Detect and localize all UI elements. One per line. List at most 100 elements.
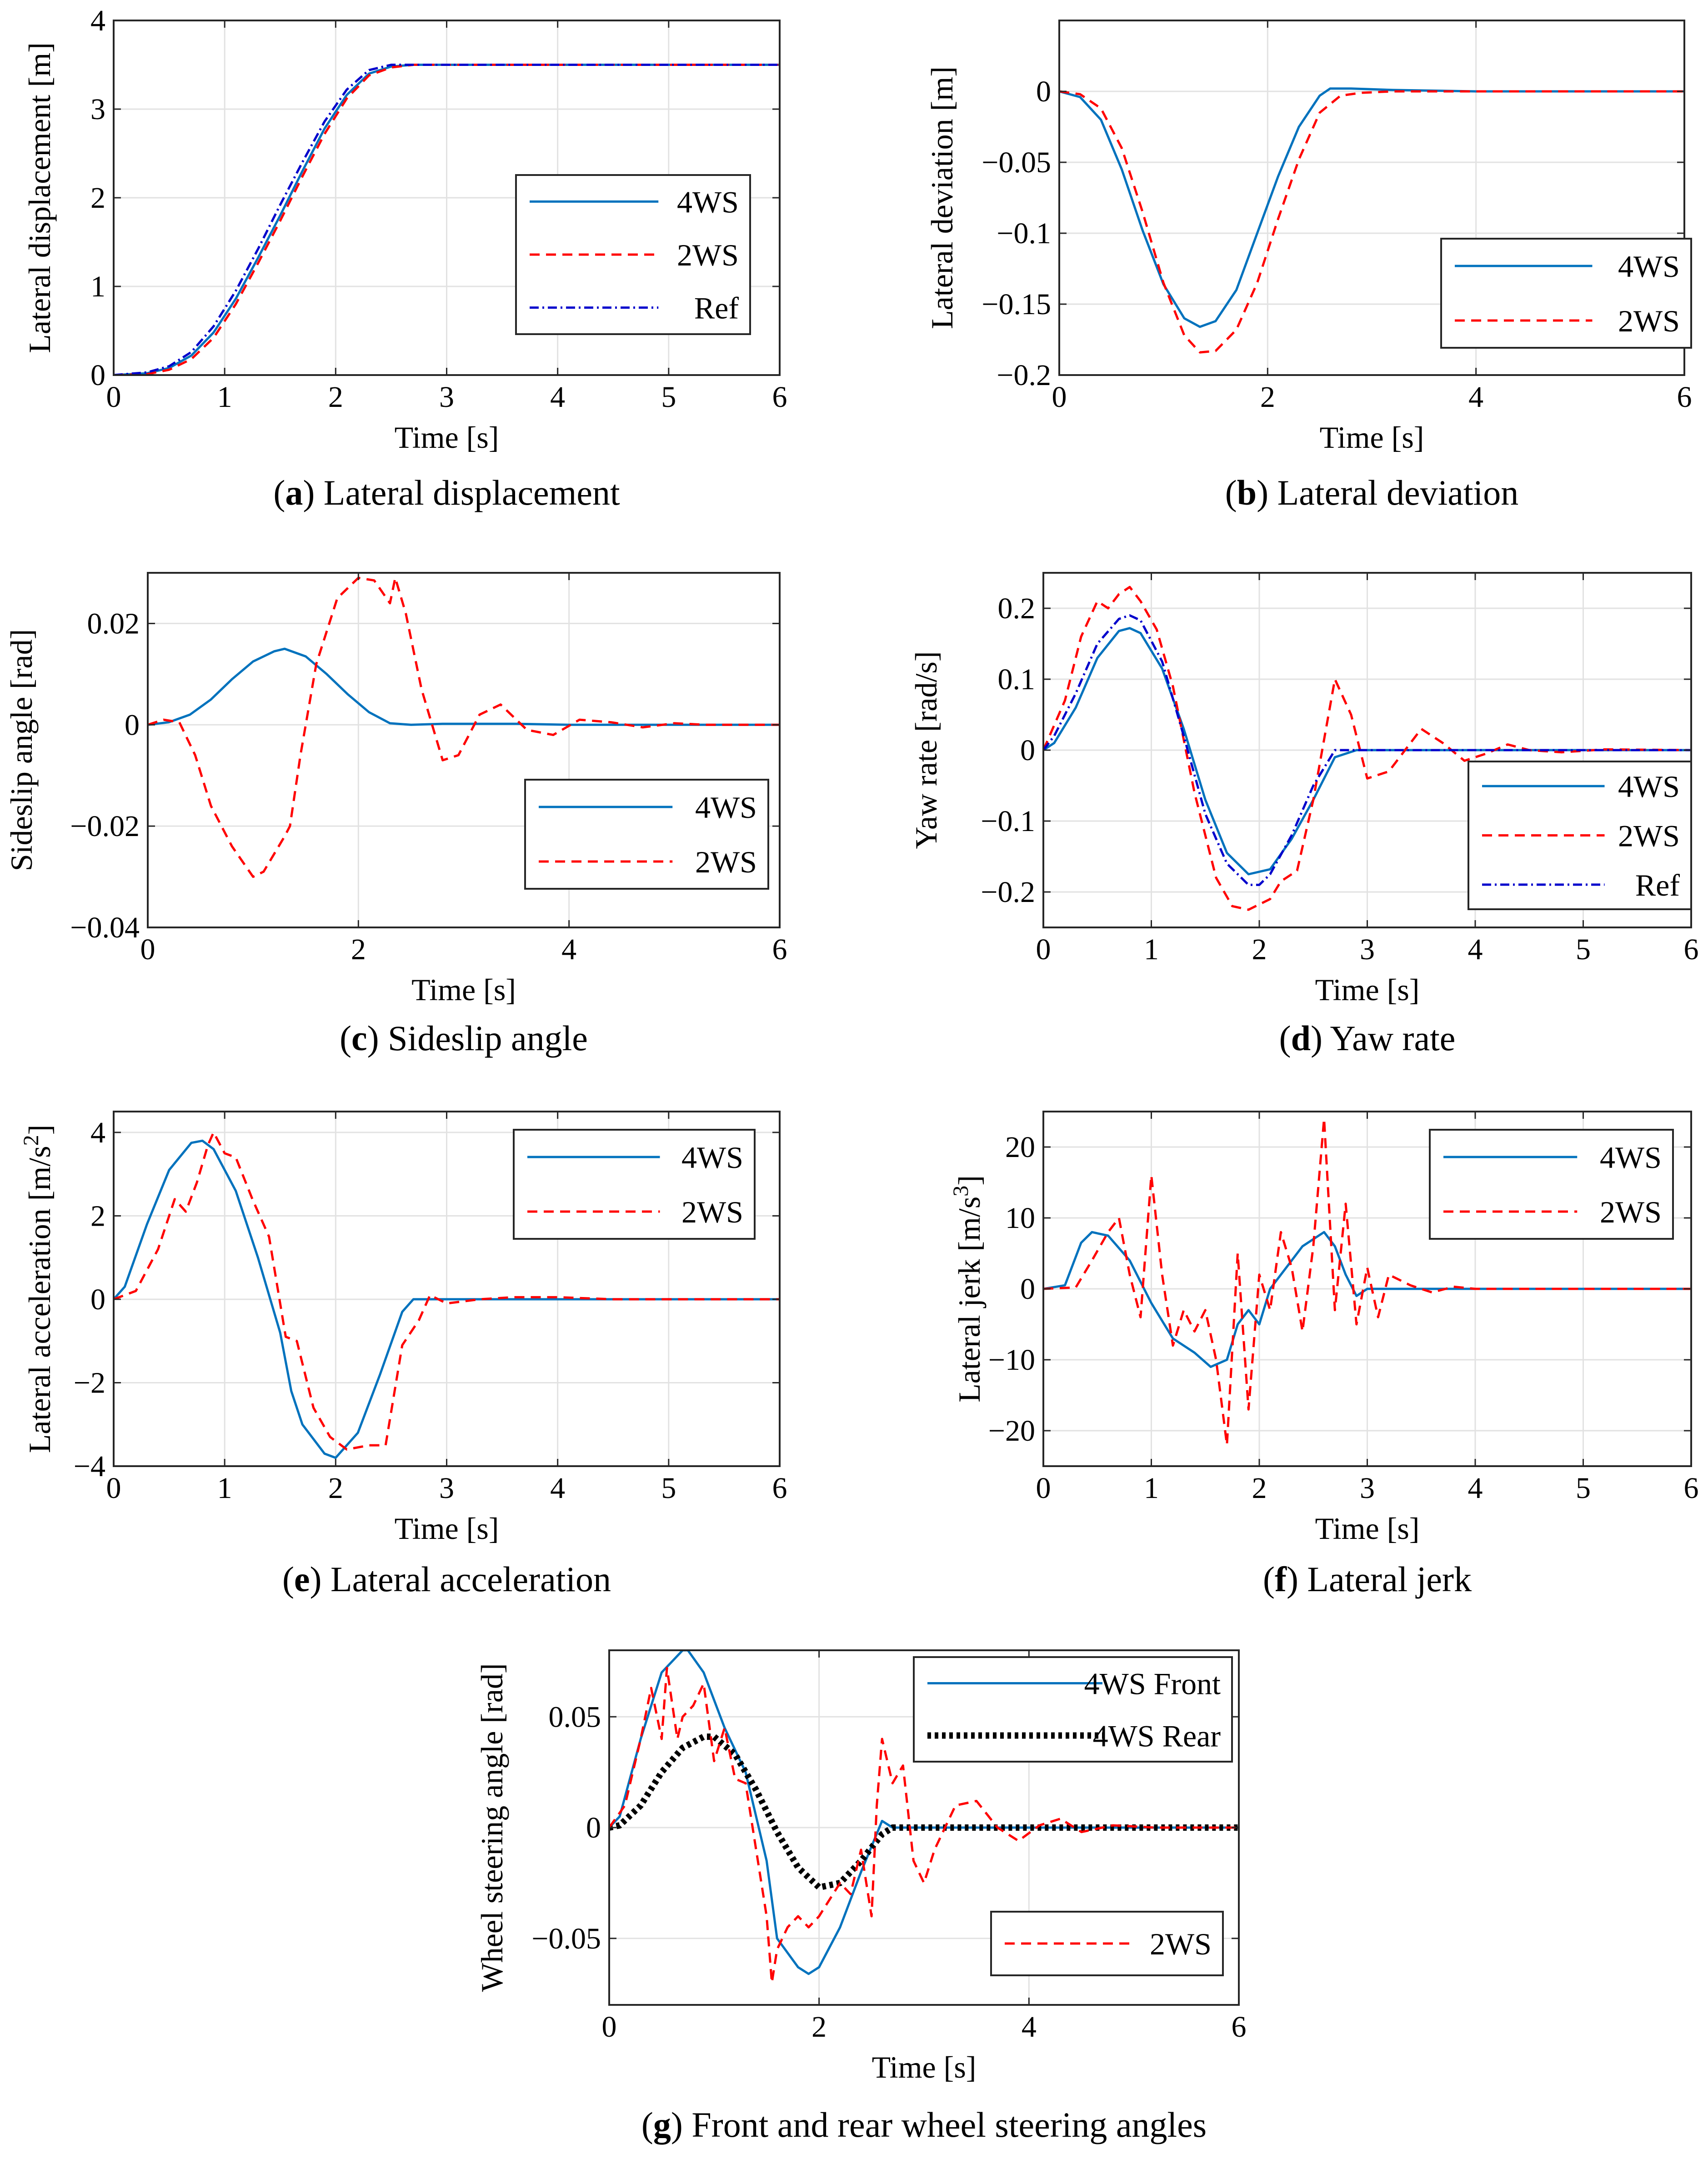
y-tick-label: −0.04 [70,911,140,944]
x-tick-label: 2 [328,381,343,414]
x-tick-label: 6 [1684,933,1699,966]
legend-label: 4WS [1618,769,1680,804]
y-axis-label: Sideslip angle [rad] [4,629,39,872]
x-tick-label: 0 [140,933,155,966]
series-line-4ws [114,1139,780,1459]
x-tick-label: 1 [217,381,232,414]
series-line-ref [1043,614,1691,886]
x-tick-label: 6 [1677,381,1692,414]
series-line-4ws [1043,1231,1691,1368]
x-axis-label: Time [s] [395,1511,499,1546]
y-tick-label: 0.05 [549,1700,601,1733]
y-axis-label-sup: 2 [19,1135,43,1146]
x-tick-label: 0 [1036,1472,1051,1505]
y-tick-label: 2 [90,181,105,215]
x-tick-label: 5 [1576,933,1591,966]
legend-box [513,1129,756,1240]
y-axis-label: Lateral deviation [m] [925,66,959,329]
x-tick-label: 4 [550,381,565,414]
series-line-2ws [1043,1117,1691,1446]
legend-box [524,779,769,890]
y-tick-label: −0.1 [997,217,1051,250]
legend-label: Ref [1635,868,1680,902]
legend: 4WS Front 4WS Rear [913,1656,1233,1763]
caption-text: ) Sideslip angle [367,1018,588,1058]
x-tick-label: 2 [328,1472,343,1505]
caption-letter: a [285,473,303,512]
x-tick-label: 6 [772,933,787,966]
axes-frame [1058,20,1685,376]
caption-text: ) Front and rear wheel steering angles [671,2105,1207,2144]
y-tick-label: 4 [90,4,105,37]
caption-text: ) Lateral jerk [1287,1559,1472,1599]
x-tick-label: 6 [772,381,787,414]
y-axis-label: Yaw rate [rad/s] [909,651,943,849]
legend-label: Ref [694,291,739,326]
series-line-4ws-front [609,1650,1239,1975]
caption-paren: ( [1279,1018,1291,1058]
caption: (f) Lateral jerk [1263,1559,1472,1599]
x-tick-label: 6 [772,1472,787,1505]
y-axis-label-end: ] [952,1175,987,1186]
series-line-ref [114,64,780,375]
y-tick-label: 0 [586,1811,601,1844]
legend: 4WS 2WS [1440,238,1692,349]
legend-label: 2WS [681,1195,743,1229]
x-axis-label: Time [s] [395,420,499,455]
y-axis-label: Lateral acceleration [m/s2] [19,1125,57,1453]
y-tick-label: 0.2 [998,592,1036,625]
legend-box [1429,1129,1674,1240]
y-tick-label: 0 [1036,75,1051,108]
y-axis-label: Lateral displacement [m] [22,42,57,353]
chart-b: 0 2 4 6 −0.2 −0.15 −0.1 −0.05 0 Time [s] Lateral d… [925,20,1692,512]
x-tick-label: 4 [1022,2010,1037,2044]
x-tick-label: 5 [661,1472,676,1505]
y-tick-label: 0 [90,1283,105,1316]
legend-label: 2WS [1618,819,1680,853]
x-tick-label: 5 [661,381,676,414]
series-line-4ws [148,647,780,726]
y-tick-label: 4 [90,1116,105,1149]
legend-label: 4WS [695,790,757,825]
legend: 4WS 2WS Ref [1468,761,1692,910]
caption-letter: d [1291,1018,1311,1058]
x-tick-label: 2 [1252,1472,1267,1505]
y-tick-label: 0 [90,359,105,392]
x-tick-label: 0 [602,2010,617,2044]
y-tick-label: −0.05 [982,146,1051,179]
caption-paren: ( [641,2105,653,2144]
x-tick-label: 0 [1052,381,1067,414]
caption-text: ) Lateral acceleration [310,1559,611,1599]
y-axis-label-end: ] [22,1125,57,1135]
y-tick-label: −10 [988,1343,1035,1377]
legend: 4WS 2WS [524,779,769,890]
y-tick-label: 10 [1005,1202,1035,1235]
caption: (g) Front and rear wheel steering angles [641,2105,1207,2144]
y-axis-label: Wheel steering angle [rad] [475,1663,509,1992]
x-tick-label: 4 [550,1472,565,1505]
caption-letter: c [351,1018,367,1058]
legend: 4WS 2WS [513,1129,756,1240]
x-tick-label: 3 [439,1472,454,1505]
legend: 2WS [990,1911,1224,1976]
x-tick-label: 4 [1468,933,1483,966]
caption-text: ) Lateral deviation [1257,473,1518,512]
y-tick-label: −2 [74,1366,105,1399]
x-axis-label: Time [s] [411,972,516,1007]
series-line-2ws [148,576,780,878]
x-axis-label: Time [s] [1315,972,1420,1007]
x-tick-label: 4 [1468,381,1483,414]
caption-paren: ( [1225,473,1237,512]
x-tick-label: 6 [1232,2010,1247,2044]
y-axis-label: Lateral jerk [m/s3] [949,1175,987,1403]
series-line-2ws [609,1667,1239,1984]
y-tick-label: 0 [125,708,140,741]
caption: (b) Lateral deviation [1225,473,1518,512]
legend-label: 4WS Front [1084,1667,1221,1701]
legend-label: 2WS [1150,1927,1212,1961]
caption-paren: ( [273,473,285,512]
legend: 4WS 2WS [1429,1129,1674,1240]
legend-label: 4WS Rear [1093,1719,1221,1753]
series-line-2ws [1059,90,1684,354]
